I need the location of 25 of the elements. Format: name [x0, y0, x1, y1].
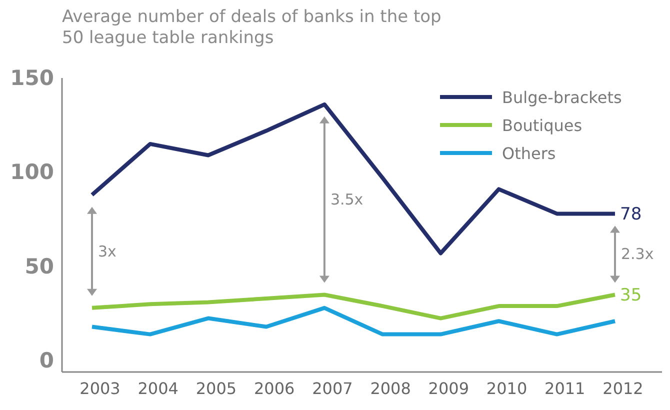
- x-tick-label: 2005: [196, 379, 237, 398]
- y-tick-label: 50: [24, 254, 54, 278]
- chart-title: Average number of deals of banks in the top 50 league table rankings: [62, 7, 442, 48]
- annotation: 3x: [98, 242, 117, 260]
- x-tick-label: 2011: [544, 379, 586, 398]
- line-series: [90, 306, 617, 336]
- data-label: 78: [620, 204, 642, 225]
- x-tick-label: 2003: [80, 379, 120, 398]
- line-series: [90, 292, 617, 320]
- x-tick-label: 2007: [312, 379, 353, 398]
- y-tick-label: 100: [10, 160, 54, 184]
- y-tick-label: 150: [10, 66, 54, 90]
- x-tick-label: 2004: [138, 379, 178, 398]
- x-tick-label: 2010: [486, 379, 528, 398]
- annotation: 2.3x: [621, 245, 654, 264]
- x-tick-label: 2012: [602, 379, 644, 398]
- legend-label: Others: [502, 144, 556, 163]
- legend-label: Bulge-brackets: [502, 88, 622, 107]
- x-tick-label: 2008: [370, 379, 411, 398]
- x-tick-label: 2009: [428, 379, 470, 398]
- legend-label: Boutiques: [502, 116, 582, 135]
- y-tick-label: 0: [39, 348, 54, 373]
- annotation: 3.5x: [330, 190, 364, 209]
- x-tick-label: 2006: [254, 379, 295, 398]
- data-label: 35: [620, 286, 642, 306]
